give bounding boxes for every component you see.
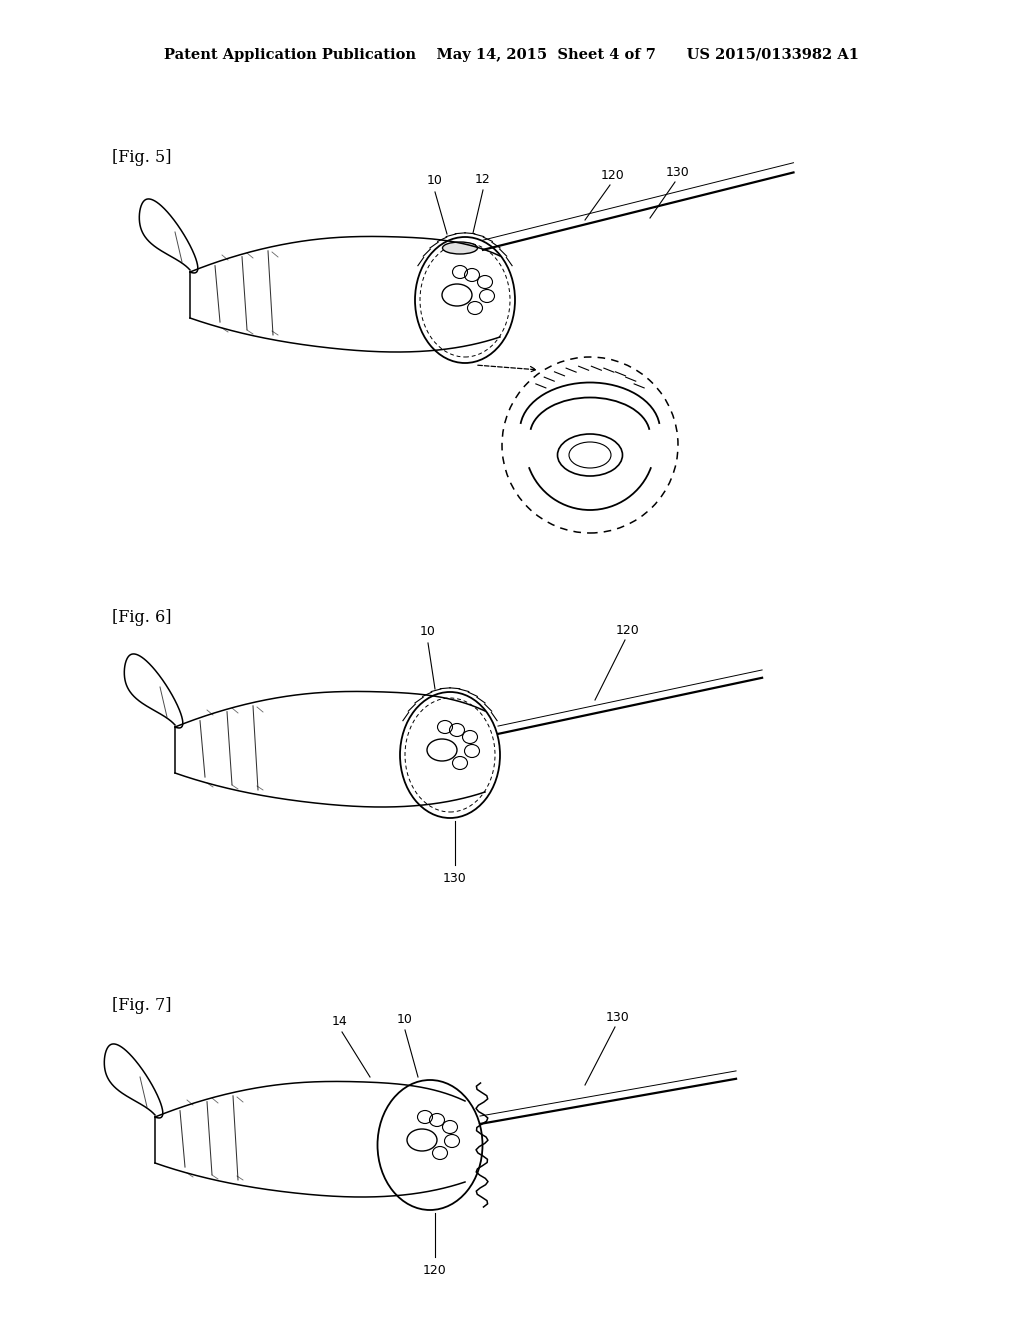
Text: [Fig. 6]: [Fig. 6]	[112, 610, 171, 627]
Text: [Fig. 7]: [Fig. 7]	[112, 997, 171, 1014]
Text: 10: 10	[397, 1012, 413, 1026]
Text: 130: 130	[667, 166, 690, 180]
Text: 12: 12	[475, 173, 490, 186]
Text: [Fig. 5]: [Fig. 5]	[112, 149, 171, 166]
Text: 130: 130	[606, 1011, 630, 1024]
Text: 130: 130	[443, 873, 467, 884]
Text: 10: 10	[427, 174, 443, 187]
Ellipse shape	[442, 242, 477, 253]
Text: 10: 10	[420, 624, 436, 638]
Text: 14: 14	[332, 1015, 348, 1028]
Text: 120: 120	[423, 1265, 446, 1276]
Text: 120: 120	[601, 169, 625, 182]
Text: 120: 120	[616, 624, 640, 638]
Text: Patent Application Publication    May 14, 2015  Sheet 4 of 7      US 2015/013398: Patent Application Publication May 14, 2…	[165, 48, 859, 62]
